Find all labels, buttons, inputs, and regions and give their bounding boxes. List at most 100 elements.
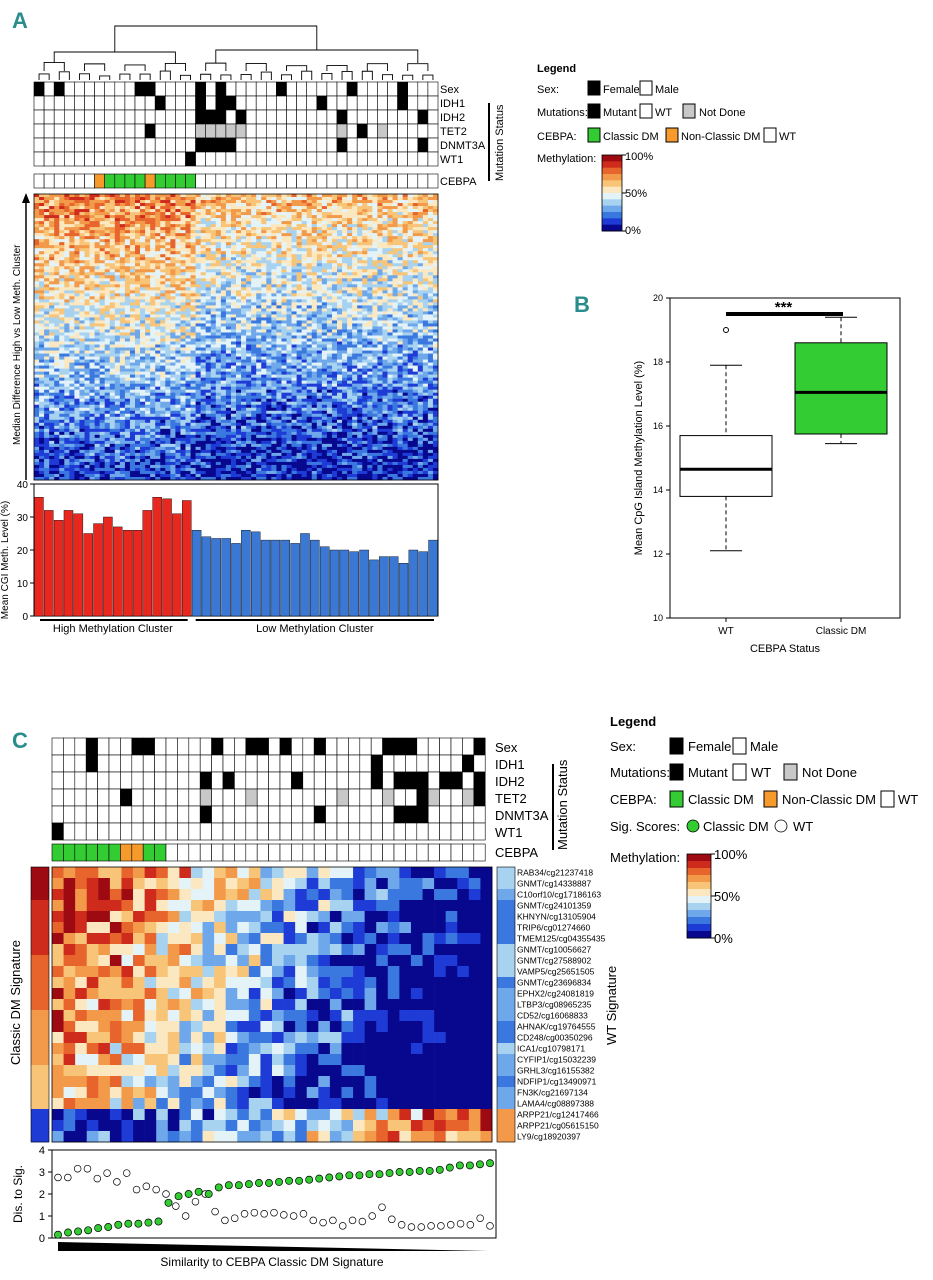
heatmap-cell xyxy=(271,203,277,207)
heatmap-cell xyxy=(241,305,247,309)
heatmap-cell xyxy=(281,341,287,345)
heatmap-cell xyxy=(422,275,429,279)
heatmap-cell xyxy=(402,272,408,276)
heatmap-cell xyxy=(432,245,439,249)
heatmap-cell xyxy=(79,251,85,255)
heatmap-cell xyxy=(276,236,282,240)
heatmap-cell xyxy=(39,227,45,231)
heatmap-cell xyxy=(34,245,40,249)
heatmap-cell xyxy=(362,254,368,258)
heatmap-cell xyxy=(89,257,95,261)
heatmap-cell xyxy=(316,251,323,255)
heatmap-cell xyxy=(331,311,338,315)
heatmap-cell xyxy=(79,293,85,297)
heatmap-cell xyxy=(99,359,105,363)
heatmap-cell xyxy=(230,362,237,366)
heatmap-cell xyxy=(236,329,242,333)
heatmap-cell xyxy=(74,368,80,372)
heatmap-cell xyxy=(205,350,212,354)
heatmap-cell xyxy=(316,344,323,348)
heatmap-cell xyxy=(271,284,277,288)
heatmap-cell xyxy=(321,341,328,345)
heatmap-cell xyxy=(64,278,70,282)
heatmap-cell xyxy=(180,203,186,207)
heatmap-cell xyxy=(271,320,277,324)
heatmap-cell xyxy=(251,260,257,264)
heatmap-cell xyxy=(402,350,408,354)
heatmap-cell xyxy=(155,350,161,354)
heatmap-cell xyxy=(276,296,282,300)
heatmap-cell xyxy=(165,365,171,369)
heatmap-cell xyxy=(352,230,358,234)
heatmap-cell xyxy=(34,350,40,354)
heatmap-cell xyxy=(74,350,80,354)
heatmap-cell xyxy=(89,218,95,222)
heatmap-cell xyxy=(397,194,403,198)
heatmap-cell xyxy=(296,320,302,324)
heatmap-cell xyxy=(352,293,358,297)
heatmap-cell xyxy=(119,224,126,228)
heatmap-cell xyxy=(195,302,201,306)
heatmap-cell xyxy=(119,242,126,246)
heatmap-cell xyxy=(372,275,378,279)
heatmap-cell xyxy=(195,197,201,201)
heatmap-cell xyxy=(89,359,95,363)
annot-cell-dnmt3a xyxy=(144,137,156,153)
heatmap-cell xyxy=(407,365,414,369)
heatmap-cell xyxy=(251,344,257,348)
heatmap-cell xyxy=(236,281,242,285)
heatmap-cell xyxy=(64,356,70,360)
heatmap-cell xyxy=(342,224,348,228)
heatmap-cell xyxy=(190,365,196,369)
heatmap-cell xyxy=(119,350,126,354)
heatmap-cell xyxy=(44,257,50,261)
heatmap-cell xyxy=(342,299,348,303)
heatmap-cell xyxy=(256,209,262,213)
heatmap-cell xyxy=(215,248,222,252)
heatmap-cell xyxy=(185,293,191,297)
heatmap-cell xyxy=(114,359,121,363)
heatmap-cell xyxy=(170,287,176,291)
heatmap-cell xyxy=(281,326,287,330)
heatmap-cell xyxy=(104,200,111,204)
heatmap-cell xyxy=(422,263,429,267)
heatmap-cell xyxy=(291,344,297,348)
heatmap-cell xyxy=(236,353,242,357)
heatmap-cell xyxy=(215,272,222,276)
heatmap-cell xyxy=(94,350,100,354)
heatmap-cell xyxy=(377,287,383,291)
heatmap-cell xyxy=(200,233,206,237)
heatmap-cell xyxy=(165,227,171,231)
heatmap-cell xyxy=(417,248,424,252)
heatmap-cell xyxy=(94,203,100,207)
heatmap-cell xyxy=(402,329,408,333)
heatmap-cell xyxy=(135,359,141,363)
heatmap-cell xyxy=(321,257,328,261)
heatmap-cell xyxy=(321,281,328,285)
heatmap-cell xyxy=(392,359,398,363)
heatmap-cell xyxy=(185,284,191,288)
heatmap-cell xyxy=(64,257,70,261)
heatmap-cell xyxy=(417,329,424,333)
heatmap-cell xyxy=(367,347,373,351)
heatmap-cell xyxy=(362,293,368,297)
heatmap-cell xyxy=(357,221,363,225)
heatmap-cell xyxy=(286,296,292,300)
heatmap-cell xyxy=(271,305,277,309)
heatmap-cell xyxy=(210,317,217,321)
heatmap-cell xyxy=(367,221,373,225)
heatmap-cell xyxy=(225,209,232,213)
heatmap-cell xyxy=(261,332,267,336)
heatmap-cell xyxy=(89,308,95,312)
heatmap-cell xyxy=(347,302,353,306)
heatmap-cell xyxy=(89,224,95,228)
heatmap-cell xyxy=(195,221,201,225)
heatmap-cell xyxy=(64,341,70,345)
heatmap-cell xyxy=(246,287,252,291)
heatmap-cell xyxy=(64,362,70,366)
heatmap-cell xyxy=(382,359,388,363)
heatmap-cell xyxy=(397,212,403,216)
heatmap-cell xyxy=(291,296,297,300)
heatmap-cell xyxy=(175,368,181,372)
heatmap-cell xyxy=(301,296,307,300)
